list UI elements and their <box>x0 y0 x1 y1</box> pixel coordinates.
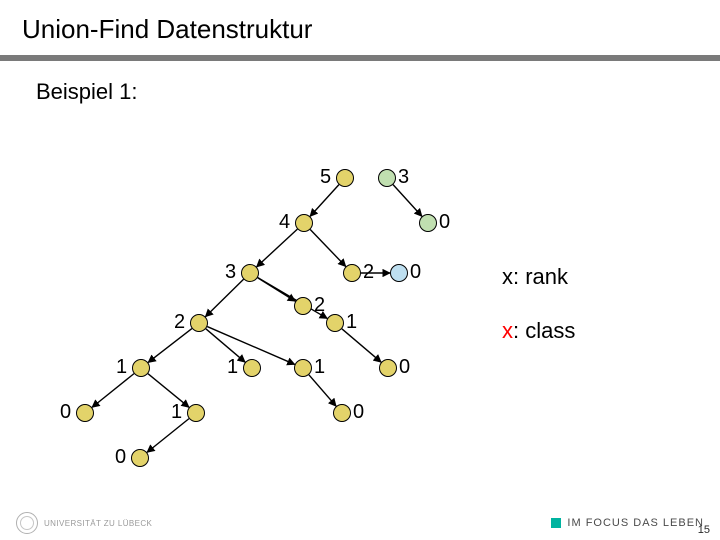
rank-label: 4 <box>279 211 290 234</box>
tree-node <box>294 297 312 315</box>
tree-node <box>333 404 351 422</box>
rank-label: 0 <box>410 261 421 284</box>
rank-label: 0 <box>353 401 364 424</box>
rank-label: 2 <box>363 261 374 284</box>
rank-label: 1 <box>314 356 325 379</box>
rank-label: 1 <box>227 356 238 379</box>
tree-node <box>132 359 150 377</box>
rank-label: 2 <box>314 294 325 317</box>
legend-class: x: class <box>502 318 575 344</box>
footer-right: IM FOCUS DAS LEBEN <box>551 517 704 529</box>
rank-label: 5 <box>320 166 331 189</box>
legend-rank: x: rank <box>502 264 568 290</box>
footer-motto: IM FOCUS DAS LEBEN <box>567 517 704 529</box>
tree-node <box>343 264 361 282</box>
brand-square-icon <box>551 518 561 528</box>
tree-diagram: 543032022111100100 <box>0 0 720 540</box>
tree-node <box>390 264 408 282</box>
rank-label: 0 <box>115 446 126 469</box>
rank-label: 1 <box>346 311 357 334</box>
tree-node <box>241 264 259 282</box>
rank-label: 2 <box>174 311 185 334</box>
university-name: UNIVERSITÄT ZU LÜBECK <box>44 519 152 528</box>
rank-label: 1 <box>171 401 182 424</box>
tree-node <box>187 404 205 422</box>
rank-label: 3 <box>225 261 236 284</box>
tree-node <box>131 449 149 467</box>
tree-node <box>190 314 208 332</box>
rank-label: 0 <box>439 211 450 234</box>
university-seal-icon <box>16 512 38 534</box>
tree-node <box>378 169 396 187</box>
tree-node <box>379 359 397 377</box>
tree-node <box>419 214 437 232</box>
tree-node <box>243 359 261 377</box>
tree-node <box>336 169 354 187</box>
footer: UNIVERSITÄT ZU LÜBECK IM FOCUS DAS LEBEN <box>0 506 720 540</box>
tree-node <box>294 359 312 377</box>
rank-label: 0 <box>399 356 410 379</box>
tree-node <box>295 214 313 232</box>
footer-left: UNIVERSITÄT ZU LÜBECK <box>16 512 152 534</box>
rank-label: 0 <box>60 401 71 424</box>
tree-node <box>326 314 344 332</box>
rank-label: 1 <box>116 356 127 379</box>
page-number: 15 <box>698 524 710 536</box>
tree-node <box>76 404 94 422</box>
rank-label: 3 <box>398 166 409 189</box>
